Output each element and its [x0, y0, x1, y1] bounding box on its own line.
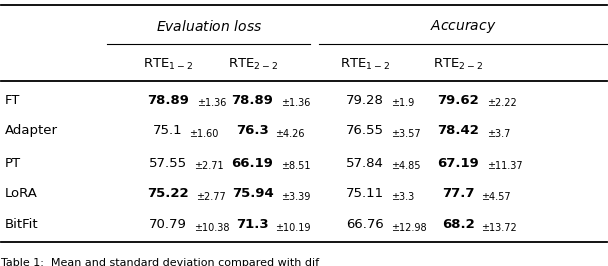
Text: ±1.36: ±1.36	[196, 98, 226, 108]
Text: ±3.57: ±3.57	[391, 129, 420, 139]
Text: 75.22: 75.22	[147, 188, 188, 201]
Text: ±2.22: ±2.22	[487, 98, 517, 108]
Text: 75.11: 75.11	[345, 188, 384, 201]
Text: PT: PT	[4, 157, 21, 169]
Text: 75.1: 75.1	[153, 124, 182, 138]
Text: 78.89: 78.89	[147, 94, 188, 107]
Text: 78.89: 78.89	[232, 94, 274, 107]
Text: 79.28: 79.28	[345, 94, 384, 107]
Text: 75.94: 75.94	[232, 188, 274, 201]
Text: ±3.7: ±3.7	[487, 129, 510, 139]
Text: ±4.57: ±4.57	[481, 192, 511, 202]
Text: ±4.85: ±4.85	[391, 161, 420, 171]
Text: RTE$_{2-2}$: RTE$_{2-2}$	[434, 57, 483, 72]
Text: ±13.72: ±13.72	[481, 223, 517, 232]
Text: ±3.39: ±3.39	[281, 192, 311, 202]
Text: RTE$_{1-2}$: RTE$_{1-2}$	[339, 57, 390, 72]
Text: Table 1:  Mean and standard deviation compared with dif: Table 1: Mean and standard deviation com…	[1, 258, 320, 266]
Text: $\it{Accuracy}$: $\it{Accuracy}$	[430, 18, 496, 35]
Text: ±3.3: ±3.3	[391, 192, 414, 202]
Text: ±1.36: ±1.36	[282, 98, 311, 108]
Text: LoRA: LoRA	[4, 188, 37, 201]
Text: 77.7: 77.7	[442, 188, 475, 201]
Text: 68.2: 68.2	[442, 218, 475, 231]
Text: 79.62: 79.62	[438, 94, 479, 107]
Text: FT: FT	[4, 94, 20, 107]
Text: ±10.38: ±10.38	[194, 223, 229, 232]
Text: 76.55: 76.55	[345, 124, 384, 138]
Text: 76.3: 76.3	[236, 124, 269, 138]
Text: Adapter: Adapter	[4, 124, 57, 138]
Text: $\it{Evaluation\ loss}$: $\it{Evaluation\ loss}$	[156, 19, 262, 34]
Text: 66.76: 66.76	[345, 218, 384, 231]
Text: ±8.51: ±8.51	[282, 161, 311, 171]
Text: ±10.19: ±10.19	[275, 223, 311, 232]
Text: ±1.9: ±1.9	[391, 98, 414, 108]
Text: ±11.37: ±11.37	[487, 161, 523, 171]
Text: 57.55: 57.55	[149, 157, 187, 169]
Text: BitFit: BitFit	[4, 218, 38, 231]
Text: RTE$_{2-2}$: RTE$_{2-2}$	[227, 57, 277, 72]
Text: 71.3: 71.3	[237, 218, 269, 231]
Text: ±2.77: ±2.77	[196, 192, 226, 202]
Text: 78.42: 78.42	[437, 124, 479, 138]
Text: 70.79: 70.79	[149, 218, 187, 231]
Text: ±1.60: ±1.60	[188, 129, 218, 139]
Text: ±2.71: ±2.71	[194, 161, 224, 171]
Text: 57.84: 57.84	[345, 157, 384, 169]
Text: ±4.26: ±4.26	[275, 129, 305, 139]
Text: ±12.98: ±12.98	[390, 223, 426, 232]
Text: RTE$_{1-2}$: RTE$_{1-2}$	[143, 57, 193, 72]
Text: 67.19: 67.19	[438, 157, 479, 169]
Text: 66.19: 66.19	[232, 157, 274, 169]
